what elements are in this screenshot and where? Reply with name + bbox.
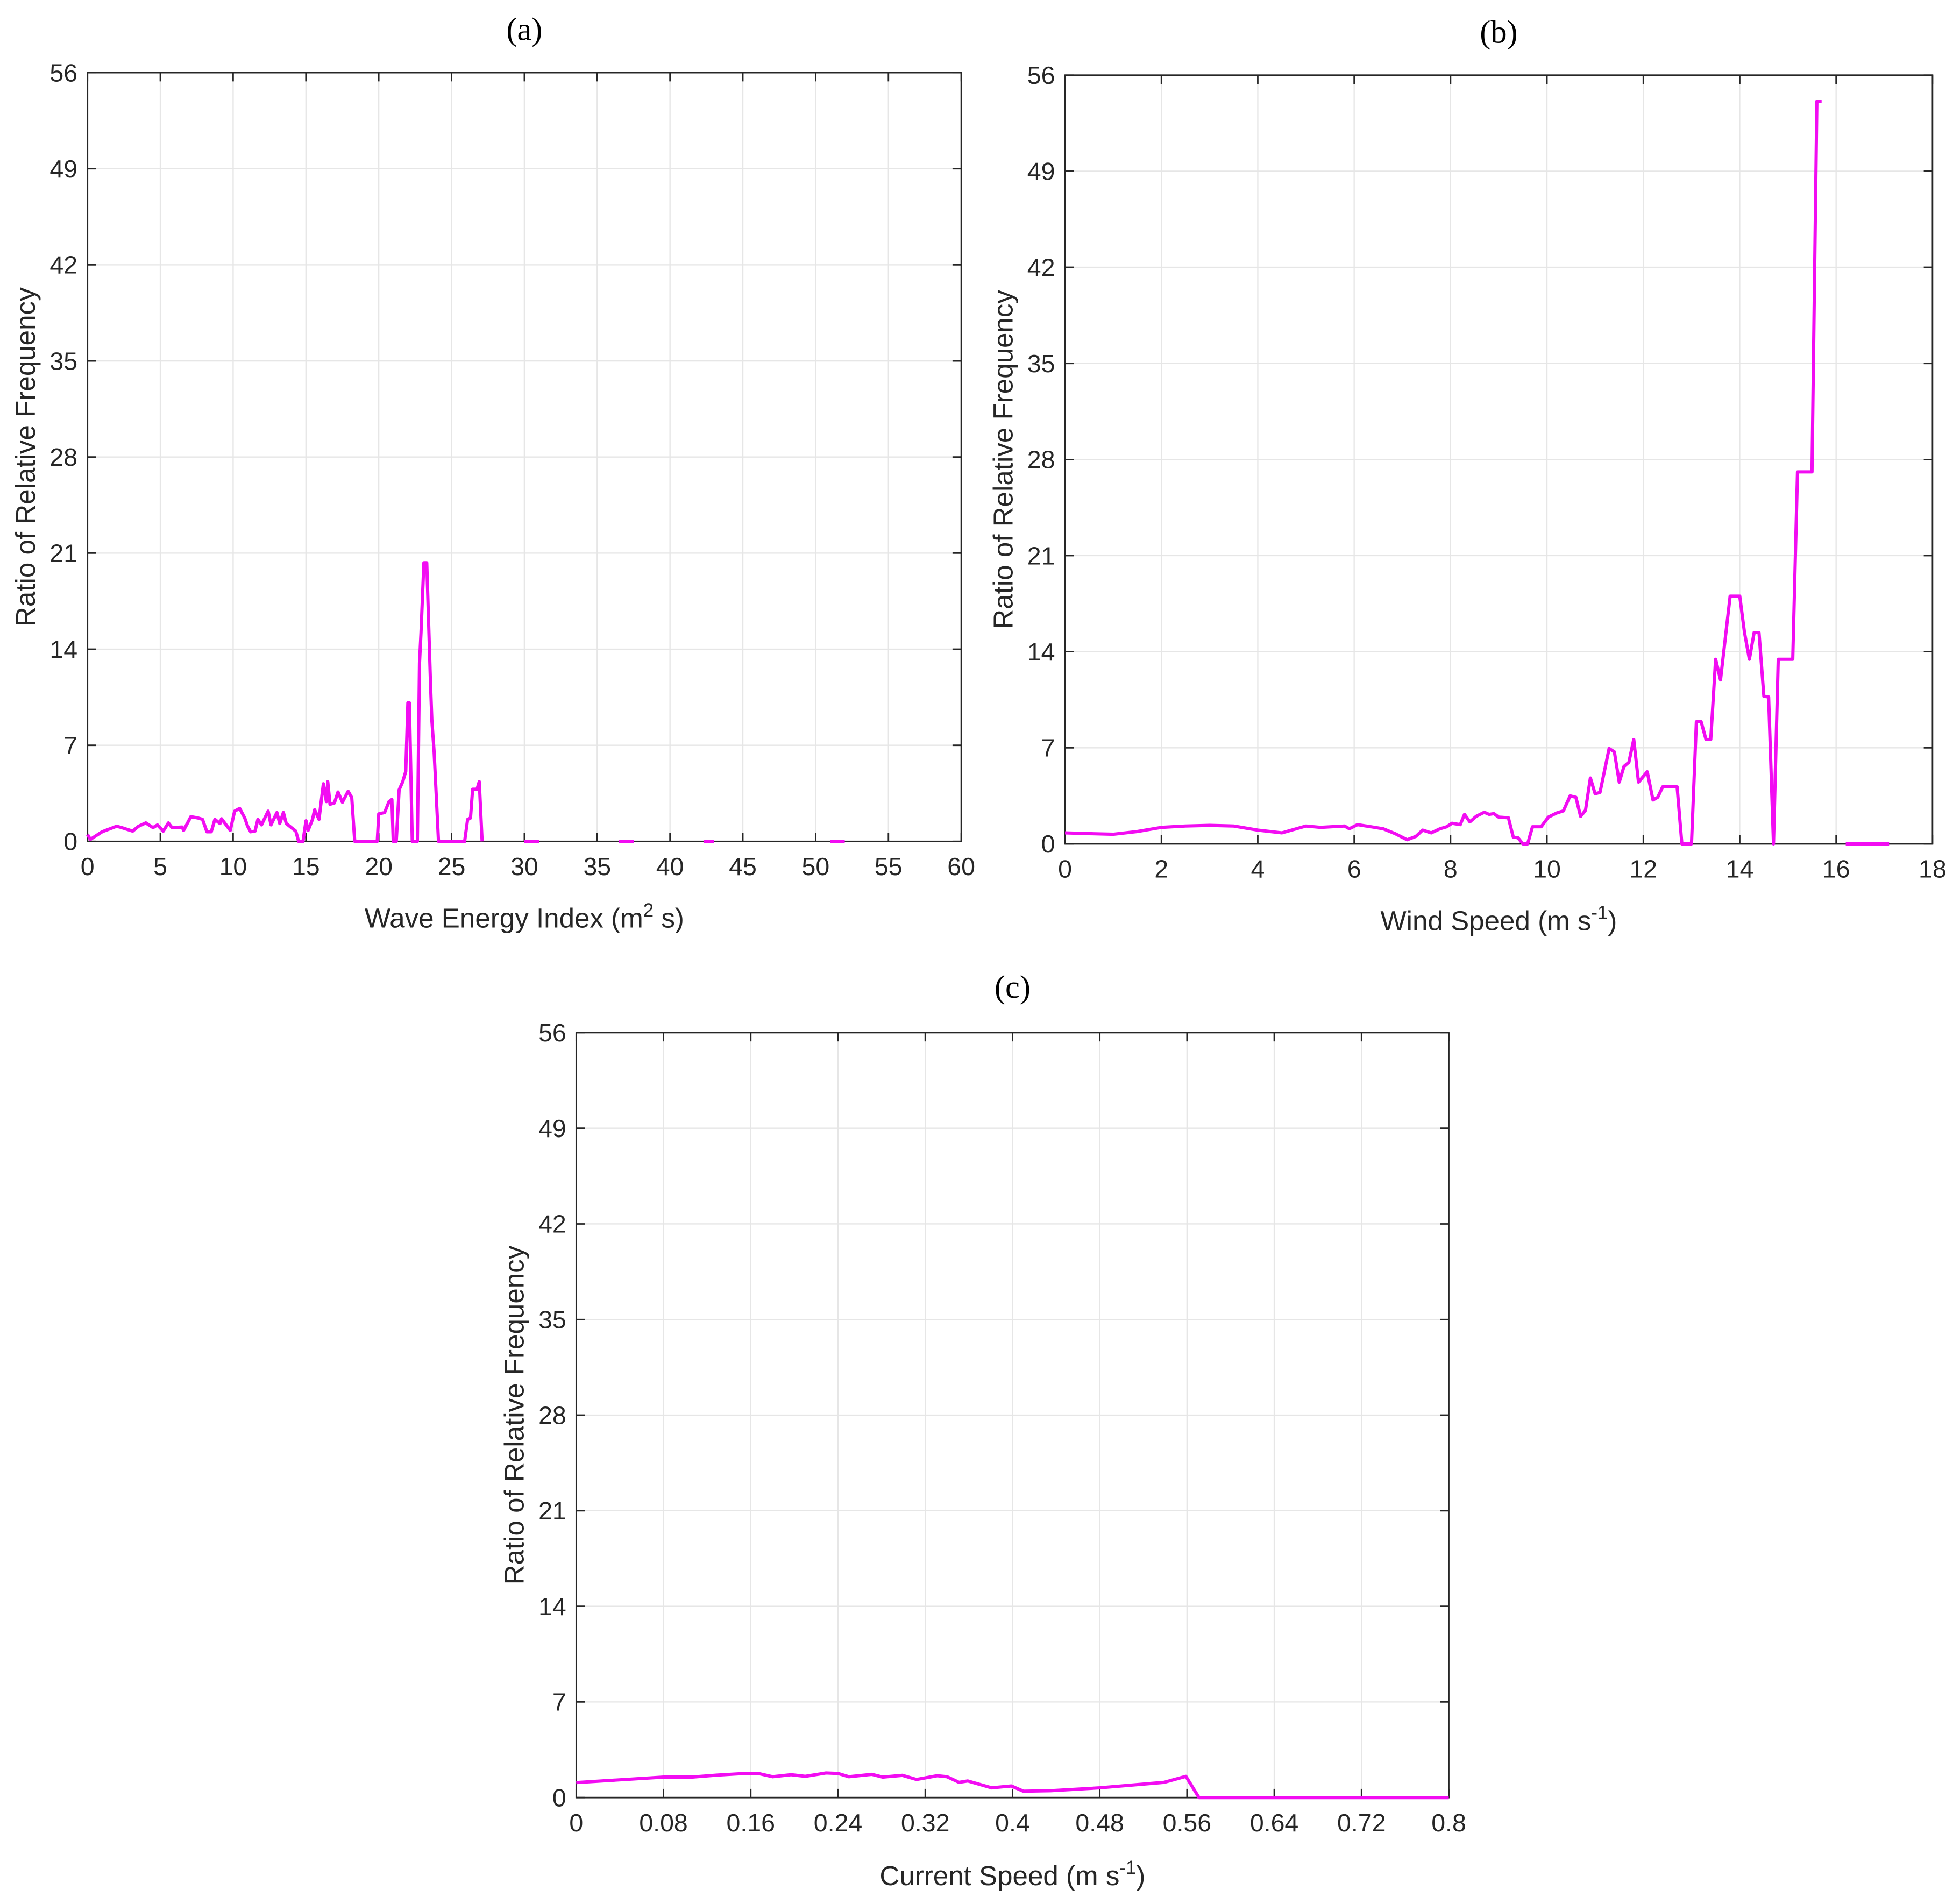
x-tick-label: 8 — [1444, 855, 1458, 883]
x-tick-label: 55 — [875, 852, 903, 880]
y-tick-label: 0 — [63, 828, 77, 856]
x-tick-label: 0.08 — [639, 1809, 687, 1837]
panel-title: (b) — [1480, 14, 1517, 50]
y-tick-label: 0 — [1041, 830, 1055, 858]
y-tick-label: 7 — [1041, 734, 1055, 762]
y-tick-label: 28 — [1027, 446, 1055, 474]
x-tick-label: 6 — [1347, 855, 1361, 883]
x-axis-label: Current Speed (m s-1) — [879, 1857, 1145, 1891]
x-axis-label-superscript: -1 — [1591, 902, 1608, 923]
data-line-segment — [1064, 100, 1822, 846]
y-tick-label: 21 — [1027, 542, 1055, 570]
x-tick-label: 0.4 — [995, 1809, 1030, 1837]
x-tick-label: 16 — [1822, 855, 1850, 883]
y-tick-label: 56 — [49, 59, 77, 87]
x-tick-label: 40 — [656, 852, 684, 880]
x-axis-label-suffix: s) — [654, 903, 684, 934]
x-axis-label: Wave Energy Index (m2 s) — [365, 900, 684, 934]
x-tick-label: 0.16 — [727, 1809, 775, 1837]
x-tick-label: 5 — [153, 852, 167, 880]
y-tick-label: 56 — [1027, 61, 1055, 89]
panel-title: (c) — [995, 969, 1031, 1005]
y-tick-label: 42 — [1027, 253, 1055, 281]
data-line-segment — [576, 1771, 1449, 1800]
panel-title: (a) — [506, 12, 542, 48]
y-tick-label: 21 — [49, 539, 77, 567]
x-tick-label: 0 — [569, 1809, 583, 1837]
y-tick-label: 21 — [538, 1497, 566, 1525]
y-tick-label: 14 — [49, 635, 77, 663]
y-tick-label: 14 — [1027, 638, 1055, 666]
x-axis-label-text: Wave Energy Index (m — [365, 903, 643, 934]
x-tick-label: 30 — [510, 852, 538, 880]
x-tick-label: 0.72 — [1337, 1809, 1386, 1837]
y-tick-label: 28 — [49, 443, 77, 471]
y-tick-label: 49 — [1027, 158, 1055, 186]
x-axis-label-superscript: -1 — [1119, 1857, 1136, 1878]
chart-panel-b: 0 2 4 6 8 10 12 14 16 18 0 7 14 21 28 35 42 49 56 (b) Wind S… — [988, 14, 1946, 936]
x-tick-label: 0 — [81, 852, 95, 880]
chart-panel-a: 0 5 10 15 20 25 30 35 40 45 50 55 60 0 7 14 21 28 35 42 49 56… — [10, 12, 975, 934]
y-tick-label: 7 — [552, 1688, 566, 1716]
x-axis-label-suffix: ) — [1608, 905, 1617, 936]
x-tick-label: 4 — [1251, 855, 1265, 883]
x-tick-label: 25 — [438, 852, 466, 880]
y-tick-label: 7 — [63, 731, 77, 759]
y-tick-label: 0 — [552, 1784, 566, 1811]
chart-panel-c: 0 0.08 0.16 0.24 0.32 0.4 0.48 0.56 0.64 0.72 0.8 0… — [499, 969, 1466, 1891]
x-tick-label: 14 — [1726, 855, 1754, 883]
x-axis-label-superscript: 2 — [643, 900, 654, 921]
x-tick-label: 0.48 — [1075, 1809, 1124, 1837]
y-tick-label: 42 — [49, 251, 77, 279]
x-tick-label: 0.64 — [1250, 1809, 1298, 1837]
x-tick-label: 60 — [947, 852, 975, 880]
x-axis-label-suffix: ) — [1136, 1860, 1145, 1891]
x-tick-label: 10 — [1533, 855, 1561, 883]
x-tick-label: 45 — [729, 852, 757, 880]
x-axis-label: Wind Speed (m s-1) — [1380, 902, 1617, 936]
x-tick-label: 0 — [1058, 855, 1072, 883]
x-tick-label: 0.24 — [814, 1809, 862, 1837]
x-tick-label: 0.8 — [1431, 1809, 1466, 1837]
y-tick-label: 42 — [538, 1210, 566, 1238]
y-tick-label: 49 — [49, 155, 77, 183]
y-tick-label: 35 — [538, 1306, 566, 1334]
x-tick-label: 0.56 — [1163, 1809, 1211, 1837]
x-tick-label: 35 — [583, 852, 611, 880]
y-tick-label: 35 — [1027, 350, 1055, 378]
x-axis-label-text: Wind Speed (m s — [1380, 905, 1591, 936]
y-tick-label: 35 — [49, 347, 77, 375]
x-tick-label: 50 — [802, 852, 830, 880]
x-tick-label: 20 — [365, 852, 393, 880]
x-tick-label: 10 — [219, 852, 247, 880]
y-tick-label: 49 — [538, 1114, 566, 1142]
y-axis-label: Ratio of Relative Frequency — [10, 287, 41, 627]
y-tick-label: 56 — [538, 1019, 566, 1047]
y-axis-label: Ratio of Relative Frequency — [499, 1245, 530, 1585]
x-tick-label: 2 — [1154, 855, 1168, 883]
data-line-segment — [86, 561, 484, 843]
x-axis-label-text: Current Speed (m s — [879, 1860, 1119, 1891]
x-tick-label: 15 — [292, 852, 320, 880]
x-tick-label: 18 — [1919, 855, 1947, 883]
y-tick-label: 14 — [538, 1593, 566, 1621]
y-tick-label: 28 — [538, 1401, 566, 1429]
y-axis-label: Ratio of Relative Frequency — [988, 290, 1018, 629]
x-tick-label: 0.32 — [901, 1809, 949, 1837]
x-tick-label: 12 — [1629, 855, 1657, 883]
